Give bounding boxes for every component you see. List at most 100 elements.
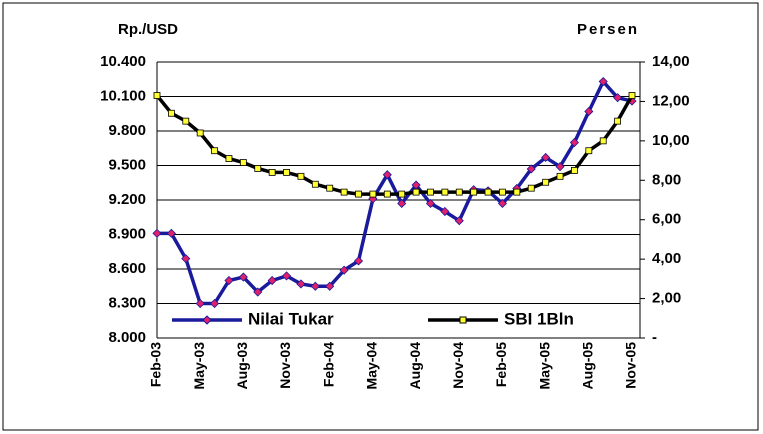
point — [555, 162, 565, 172]
point — [239, 159, 247, 166]
y-tick-label: 8.900 — [108, 225, 146, 242]
y-tick-label: 8.000 — [108, 329, 146, 346]
x-tick-label: May-03 — [191, 342, 207, 390]
point — [181, 254, 191, 264]
point — [427, 188, 434, 196]
y2-tick-label: 6,00 — [652, 211, 681, 228]
point — [440, 206, 450, 217]
x-tick-label: Aug-05 — [580, 342, 596, 390]
point — [166, 228, 176, 238]
legend-marker — [459, 316, 467, 324]
x-tick-label: Feb-04 — [320, 342, 336, 387]
point — [153, 92, 161, 99]
x-tick-label: May-05 — [536, 342, 552, 390]
point — [599, 137, 607, 145]
point — [497, 198, 508, 209]
point — [311, 180, 319, 188]
point — [210, 298, 220, 309]
point — [455, 188, 463, 196]
legend-marker — [202, 315, 212, 325]
point — [281, 271, 292, 281]
series-line — [157, 79, 633, 306]
point — [196, 129, 204, 137]
point — [325, 281, 335, 291]
point — [195, 298, 205, 309]
point — [454, 216, 464, 226]
x-tick-label: May-04 — [364, 342, 380, 390]
point — [526, 164, 536, 174]
point — [585, 147, 593, 155]
y-tick-label: 8.600 — [108, 260, 146, 277]
point — [297, 172, 305, 180]
point — [238, 272, 248, 282]
point — [571, 167, 578, 174]
point — [383, 190, 391, 198]
point — [253, 287, 263, 297]
point — [225, 155, 233, 163]
point — [268, 168, 276, 176]
point — [369, 190, 377, 198]
point — [470, 188, 478, 196]
y-tick-label: 9.800 — [108, 122, 146, 139]
y2-tick-label: 12,00 — [652, 92, 690, 109]
legend-label: Nilai Tukar — [248, 309, 334, 328]
point — [556, 172, 564, 180]
x-tick-label: Nov-04 — [450, 342, 466, 389]
y-tick-label: 10.400 — [100, 53, 146, 70]
point — [569, 137, 579, 148]
x-tick-label: Nov-03 — [277, 342, 293, 389]
x-tick-label: Feb-05 — [493, 342, 509, 387]
point — [584, 106, 594, 117]
point — [339, 265, 349, 275]
point — [441, 188, 449, 196]
point — [283, 168, 290, 176]
y-axis-title: Rp./USD — [118, 21, 178, 38]
point — [425, 198, 436, 209]
y-tick-label: 9.500 — [108, 156, 146, 173]
point — [182, 117, 190, 125]
y-tick-label: 9.200 — [108, 191, 146, 208]
point — [499, 188, 506, 196]
y2-tick-label: 14,00 — [652, 53, 690, 70]
point — [296, 279, 306, 289]
point — [355, 190, 362, 198]
point — [224, 275, 234, 286]
point — [267, 275, 277, 286]
point — [254, 165, 262, 172]
legend-label: SBI 1Bln — [504, 309, 574, 328]
x-tick-label: Aug-03 — [234, 342, 250, 390]
point — [484, 188, 492, 196]
y2-axis-title: Persen — [577, 21, 639, 38]
y-tick-label: 10.100 — [100, 87, 146, 104]
y2-tick-label: 8,00 — [652, 171, 681, 188]
point — [326, 184, 334, 192]
point — [527, 184, 535, 192]
y2-tick-label: 10,00 — [652, 132, 690, 149]
x-tick-label: Feb-03 — [148, 342, 164, 387]
point — [382, 170, 392, 180]
y2-tick-label: 2,00 — [652, 290, 681, 307]
point — [211, 147, 218, 155]
x-tick-label: Nov-05 — [623, 342, 639, 389]
point — [152, 228, 162, 238]
point — [613, 93, 623, 103]
y2-tick-label: 4,00 — [652, 250, 681, 267]
y2-tick-label: - — [652, 329, 657, 346]
y-tick-label: 8.300 — [108, 294, 146, 311]
point — [614, 117, 622, 125]
point — [513, 188, 521, 196]
point — [310, 281, 320, 291]
point — [398, 190, 406, 198]
point — [167, 109, 175, 117]
point — [541, 152, 551, 163]
point — [412, 188, 420, 196]
point — [628, 92, 636, 99]
point — [542, 178, 550, 186]
point — [598, 76, 608, 87]
point — [353, 256, 364, 266]
point — [340, 188, 348, 196]
point — [397, 198, 407, 209]
x-tick-label: Aug-04 — [407, 342, 423, 390]
